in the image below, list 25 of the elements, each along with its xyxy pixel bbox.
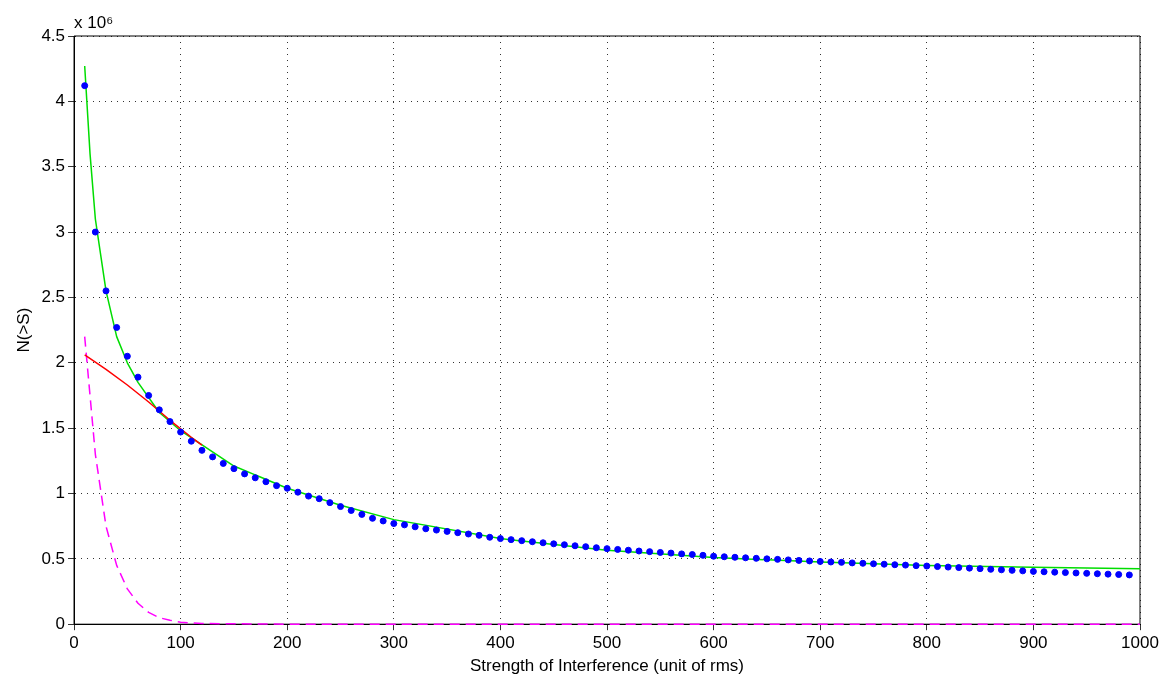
y-tick-label: 4.5 — [41, 25, 66, 45]
y-tick-label: 2.5 — [41, 287, 66, 307]
y-tick-label: 0 — [55, 613, 66, 633]
x-tick-label: 100 — [166, 633, 195, 653]
y-axis-title: N(>S) — [13, 307, 33, 353]
y-tick-label: 3 — [55, 221, 66, 241]
x-tick-label: 700 — [806, 633, 835, 653]
y-tick-label: 3.5 — [41, 156, 66, 176]
x-tick-label: 300 — [379, 633, 409, 653]
y-tick-label: 2 — [55, 352, 66, 372]
x-axis-title: Strength of Interference (unit of rms) — [470, 656, 745, 676]
x-tick-label: 500 — [592, 633, 622, 653]
y-tick-label: 0.5 — [41, 548, 66, 568]
y-tick-label: 1 — [55, 483, 66, 503]
x-tick-label: 900 — [1019, 633, 1048, 653]
x-tick-label: 200 — [273, 633, 302, 653]
x-tick-label: 800 — [912, 633, 941, 653]
x-tick-label: 1000 — [1121, 633, 1159, 653]
line-series — [83, 335, 1141, 625]
y-tick-label: 1.5 — [41, 417, 66, 437]
y-tick-label: 4 — [55, 91, 66, 111]
text: x 10⁶ — [74, 13, 114, 33]
x-tick-label: 400 — [486, 633, 515, 653]
x-tick-label: 0 — [69, 633, 79, 653]
x-tick-label: 600 — [699, 633, 728, 653]
